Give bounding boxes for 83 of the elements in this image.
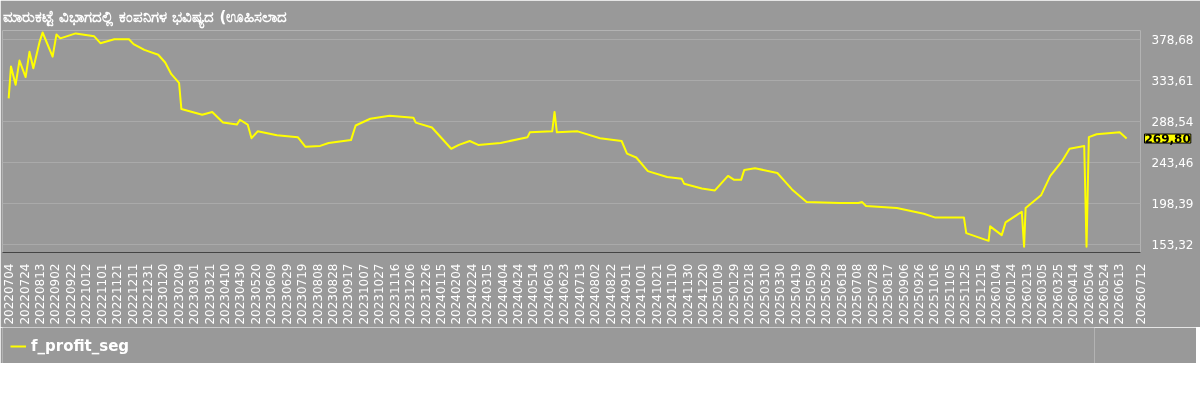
y-tick-label: 243,46 [1151, 156, 1194, 171]
y-tick-label: 378,68 [1151, 32, 1194, 47]
x-tick-label: 20221121 [110, 263, 125, 325]
x-tick-label: 20230520 [248, 263, 263, 325]
x-tick-label: 20250129 [726, 263, 741, 325]
x-tick-label: 20230430 [233, 263, 248, 325]
x-tick-label: 20260124 [1004, 263, 1019, 325]
x-tick-label: 20240623 [557, 263, 572, 325]
x-tick-label: 20250728 [865, 263, 880, 325]
x-tick-label: 20221101 [94, 263, 109, 325]
legend-label: f_profit_seg [31, 337, 130, 355]
x-tick-label: 20260305 [1035, 263, 1050, 325]
x-tick-label: 20260414 [1066, 263, 1081, 325]
x-tick-label: 20250310 [757, 263, 772, 325]
x-tick-label: 20241130 [680, 263, 695, 325]
x-tick-label: 20240822 [603, 263, 618, 325]
x-tick-label: 20240204 [449, 263, 464, 325]
x-tick-label: 20260104 [989, 263, 1004, 325]
x-tick-label: 20230719 [295, 263, 310, 325]
x-tick-label: 20251125 [958, 263, 973, 325]
x-tick-label: 20230301 [187, 263, 202, 325]
x-tick-label: 20240603 [541, 263, 556, 325]
x-tick-label: 20240404 [495, 263, 510, 325]
x-tick-label: 20251016 [927, 263, 942, 325]
y-tick-label: 153,32 [1151, 238, 1194, 253]
x-tick-label: 20220902 [48, 263, 63, 325]
y-tick-label: 288,54 [1151, 114, 1194, 129]
x-tick-label: 20250618 [834, 263, 849, 325]
x-tick-label: 20250926 [911, 263, 926, 325]
x-tick-label: 20241220 [696, 263, 711, 325]
x-tick-label: 20230808 [310, 263, 325, 325]
x-tick-label: 20250419 [788, 263, 803, 325]
x-tick-label: 20250109 [711, 263, 726, 325]
x-tick-label: 20220724 [17, 263, 32, 325]
y-tick-label: 198,39 [1151, 197, 1194, 212]
line-series [7, 31, 1128, 248]
x-tick-label: 20241001 [634, 263, 649, 325]
x-tick-label: 20240911 [618, 263, 633, 325]
x-tick-label: 20231116 [387, 263, 402, 325]
x-tick-label: 20240315 [480, 263, 495, 325]
x-tick-label: 20240713 [572, 263, 587, 325]
x-tick-label: 20240514 [526, 263, 541, 325]
x-tick-label: 20241110 [665, 263, 680, 325]
y-tick-label: 333,61 [1151, 73, 1194, 88]
x-tick-label: 20260712 [1134, 263, 1148, 325]
x-tick-label: 20230828 [325, 263, 340, 325]
x-tick-label: 20230917 [341, 263, 356, 325]
x-tick-label: 20250708 [850, 263, 865, 325]
x-tick-label: 20221211 [125, 263, 140, 325]
x-tick-label: 20250817 [881, 263, 896, 325]
x-tick-label: 20240802 [588, 263, 603, 325]
x-tick-label: 20240224 [464, 263, 479, 325]
x-tick-label: 20230209 [171, 263, 186, 325]
x-tick-label: 20231027 [372, 263, 387, 325]
x-tick-label: 20250509 [804, 263, 819, 325]
x-tick-label: 20250218 [742, 263, 757, 325]
x-tick-label: 20260613 [1112, 263, 1127, 325]
x-tick-label: 20231226 [418, 263, 433, 325]
x-tick-label: 20230410 [218, 263, 233, 325]
x-tick-label: 20220922 [63, 263, 78, 325]
x-tick-label: 20260504 [1081, 263, 1096, 325]
x-tick-label: 20230120 [156, 263, 171, 325]
x-tick-label: 20220813 [33, 263, 48, 325]
x-tick-label: 20251105 [942, 263, 957, 325]
x-tick-label: 20260213 [1019, 263, 1034, 325]
x-tick-label: 20220704 [2, 263, 17, 325]
x-tick-label: 20221231 [140, 263, 155, 325]
x-tick-label: 20250906 [896, 263, 911, 325]
chart-title: ಮಾರುಕಟ್ಟೆ ವಿಭಾಗದಲ್ಲಿ ಕಂಪನಿಗಳ ಭವಿಷ್ಯದ (ಊಹಿಸಲಾದ [2, 7, 288, 29]
x-tick-label: 20231206 [403, 263, 418, 325]
x-tick-label: 20230609 [264, 263, 279, 325]
x-tick-label: 20241021 [649, 263, 664, 325]
x-tick-label: 20240424 [511, 263, 526, 325]
x-tick-label: 20251215 [973, 263, 988, 325]
x-tick-label: 20260524 [1096, 263, 1111, 325]
x-tick-label: 20250330 [773, 263, 788, 325]
x-tick-label: 20250529 [819, 263, 834, 325]
x-tick-label: 20231007 [356, 263, 371, 325]
x-tick-label: 20240115 [433, 263, 448, 325]
x-tick-label: 20221012 [79, 263, 94, 325]
x-tick-label: 20230629 [279, 263, 294, 325]
x-tick-label: 20230321 [202, 263, 217, 325]
x-tick-label: 20260325 [1050, 263, 1065, 325]
